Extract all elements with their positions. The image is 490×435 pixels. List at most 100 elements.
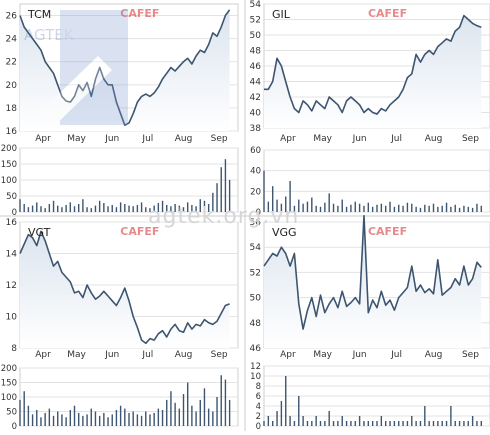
vgt-volume-bar [212, 411, 214, 426]
agtek-watermark-text: AGTEK [24, 26, 75, 44]
vgt-volume-bar [98, 415, 101, 426]
vgt-volume-bar [86, 414, 88, 426]
gil-volume-bar [367, 202, 370, 212]
tcm-volume-bar [77, 204, 80, 212]
gil-volume-bar [332, 203, 335, 212]
tcm-volume-bar [52, 200, 55, 212]
tcm-volume-bar [132, 206, 134, 212]
gil-volume-bar [402, 205, 404, 212]
gil-volume-bar [384, 205, 387, 212]
gil-volume-bar [376, 204, 378, 212]
vgg-volume-bar [306, 421, 309, 426]
tcm-volume-bar [124, 204, 126, 212]
vgt-volume-bar [44, 412, 46, 426]
vgt-volume-bar [77, 412, 80, 426]
vgt-volume-bar [199, 399, 201, 426]
vgt-volume-bar [103, 412, 105, 426]
gil-volume-bar [285, 196, 287, 212]
vgg-volume-bar [380, 416, 383, 426]
tcm-price-ytick: 24 [6, 35, 18, 45]
vgt-volume-bar [228, 399, 231, 426]
tcm-price-line [19, 9, 231, 126]
gil-volume-bar [454, 204, 456, 212]
vgg-volume-bar [289, 416, 291, 426]
gil-xtick: Jun [352, 134, 367, 144]
vgt-volume-bar [61, 414, 63, 426]
tcm-xtick: Sep [211, 134, 228, 144]
tcm-xtick: Aug [175, 134, 193, 144]
vgg-volume-ytick: 8 [256, 382, 261, 392]
tcm-volume-bar [128, 205, 130, 212]
gil-volume-bar [480, 205, 483, 212]
vgt-volume-bar [203, 388, 206, 426]
tcm-volume-bar [212, 192, 214, 212]
tcm-volume-ytick: 0 [12, 208, 17, 218]
tcm-volume-bar [19, 199, 21, 212]
gil-price-ytick: 44 [250, 78, 262, 88]
vgt-volume-bar [19, 399, 21, 426]
tcm-volume-bar [228, 180, 231, 212]
vgt-price-line [19, 230, 230, 345]
vgg-volume-bar [376, 421, 378, 426]
gil-volume-bar [411, 203, 413, 212]
vgt-price-ytick: 14 [6, 250, 18, 260]
vgt-price-ytick: 12 [6, 281, 17, 291]
vgt-volume-bar [73, 405, 76, 426]
gil-price-ytick: 46 [250, 62, 262, 72]
tcm-volume-bar [153, 205, 155, 212]
vgt-volume-bar [186, 382, 189, 426]
vgg-volume-bar [354, 421, 356, 426]
gil-volume-bar [358, 203, 361, 212]
gil-volume-ytick: 0 [256, 208, 261, 218]
gil-volume-bar [441, 205, 443, 212]
gil-price-ytick: 52 [250, 16, 261, 26]
vgg-volume-bar [424, 406, 426, 426]
vgt-volume-bar [128, 412, 130, 426]
vgg-volume-bar [458, 421, 461, 426]
tcm-volume-bar [182, 207, 185, 212]
vgt-volume-ytick: 100 [1, 393, 17, 403]
vgg-volume-ytick: 12 [250, 362, 261, 372]
tcm-volume-bar [157, 203, 160, 212]
tcm-volume-bar [57, 205, 59, 212]
tcm-cafef-watermark: CAFEF [120, 7, 159, 20]
vgt-volume-bar [90, 408, 92, 426]
tcm-volume-ytick: 50 [6, 192, 17, 202]
vgt-symbol-label: VGT [28, 226, 51, 239]
gil-cafef-watermark: CAFEF [368, 7, 407, 20]
vgg-volume-bar [271, 421, 274, 426]
vgg-volume-ytick: 10 [250, 372, 261, 382]
vgg-price-ytick: 52 [250, 268, 261, 278]
tcm-xtick: Jul [141, 134, 153, 144]
vgt-xtick: Apr [35, 350, 51, 360]
vgt-volume-bar [52, 415, 55, 426]
tcm-volume-bar [65, 204, 67, 212]
vgt-volume-bar [115, 410, 118, 426]
gil-volume-frame [263, 149, 490, 213]
vgg-volume-bar [363, 421, 365, 426]
gil-volume-bar [393, 206, 396, 212]
vgt-volume-bar [224, 379, 227, 426]
vgg-volume-ytick: 0 [256, 422, 261, 431]
gil-volume-bar [398, 204, 400, 212]
gil-volume-bar [467, 206, 469, 212]
tcm-volume-bar [27, 207, 30, 212]
vgg-price-line [263, 214, 482, 330]
vgt-volume-bar [161, 410, 164, 426]
vgg-price-area [264, 215, 482, 348]
tcm-volume-bar [111, 204, 113, 212]
gil-volume-bar [302, 203, 304, 212]
tcm-volume-bar [82, 199, 84, 212]
tcm-price-ytick: 20 [6, 81, 18, 91]
gil-volume-ytick: 20 [250, 187, 261, 197]
gil-volume-bar [450, 206, 452, 212]
vgt-volume-ytick: 150 [1, 379, 17, 389]
gil-volume-ytick: 60 [250, 146, 261, 156]
tcm-price-ytick: 26 [6, 12, 18, 22]
tcm-volume-bar [69, 202, 72, 212]
vgg-xtick: Jul [390, 350, 402, 360]
vgt-xtick: Jun [104, 350, 119, 360]
vgg-volume-bar [480, 421, 483, 426]
vgg-price-ytick: 54 [250, 243, 262, 253]
tcm-volume-bar [170, 206, 172, 212]
